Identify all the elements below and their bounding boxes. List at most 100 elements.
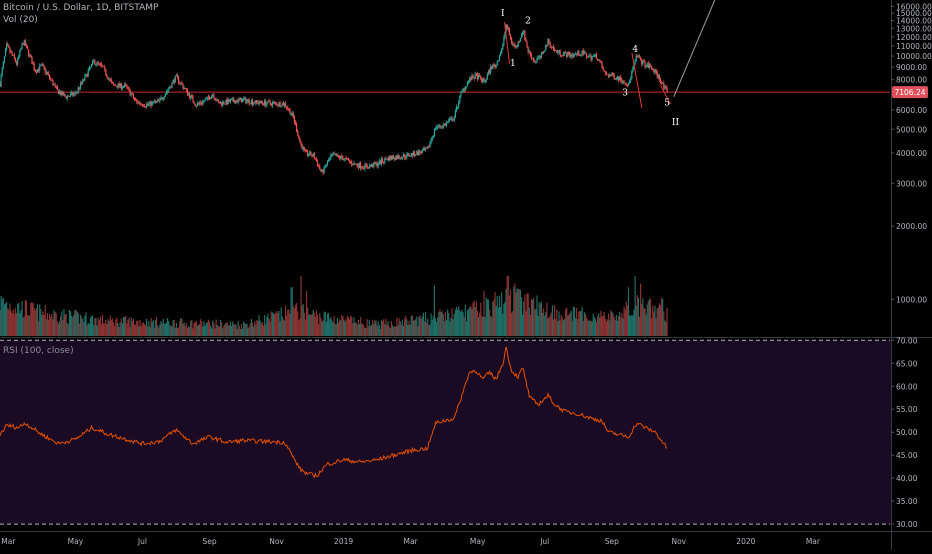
candle-body	[18, 55, 20, 59]
volume-bar	[353, 317, 355, 336]
candle-body	[24, 40, 26, 46]
volume-bar	[631, 314, 633, 336]
volume-bar	[300, 276, 302, 336]
wave-line[interactable]	[631, 52, 643, 109]
volume-bar	[573, 306, 576, 336]
candle-body	[96, 61, 98, 65]
volume-bar	[130, 317, 132, 336]
volume-bar	[216, 324, 218, 336]
volume-bar	[175, 322, 178, 336]
candle-body	[225, 99, 227, 104]
candle-body	[494, 65, 496, 67]
candle-body	[166, 90, 169, 92]
volume-bar	[523, 301, 525, 336]
volume-bar	[259, 320, 261, 336]
volume-bar	[601, 316, 603, 336]
volume-bar	[655, 318, 657, 336]
symbol-title[interactable]: Bitcoin / U.S. Dollar, 1D, BITSTAMP	[3, 3, 159, 13]
volume-bar	[588, 321, 590, 336]
candle-body	[115, 85, 117, 87]
volume-bar	[548, 317, 550, 336]
candle-body	[324, 166, 326, 167]
elliott-wave-drawings[interactable]: I 2 1 4 3 5II	[501, 0, 717, 128]
candle-body	[150, 101, 152, 106]
volume-legend[interactable]: Vol (20)	[3, 15, 38, 25]
candle-body	[172, 80, 174, 83]
candle-body	[200, 102, 202, 104]
volume-bar	[283, 320, 286, 336]
candle-body	[120, 83, 122, 89]
wave-label[interactable]: I	[501, 9, 505, 19]
candle-body	[194, 103, 196, 106]
volume-bar	[333, 316, 335, 336]
volume-bar	[660, 298, 663, 336]
candle-body	[313, 153, 315, 159]
volume-bar	[236, 328, 238, 336]
volume-bar	[287, 310, 289, 336]
candle-body	[550, 46, 552, 48]
candle-body	[544, 50, 546, 53]
wave-label[interactable]: 1	[510, 59, 516, 69]
wave-label[interactable]: 4	[632, 45, 638, 55]
volume-bar	[517, 289, 519, 336]
candle-body	[322, 170, 324, 173]
candle-body	[71, 92, 73, 94]
volume-bar	[229, 321, 232, 336]
candle-body	[251, 100, 254, 105]
wave-label[interactable]: 3	[622, 88, 628, 98]
volume-bar	[482, 316, 484, 336]
volume-bar	[206, 322, 208, 336]
candle-body	[90, 64, 93, 67]
volume-bar	[280, 307, 282, 336]
volume-bar	[86, 325, 88, 336]
volume-bar	[572, 306, 574, 336]
candle-body	[393, 156, 395, 159]
candle-body	[372, 164, 374, 168]
wave-label[interactable]: 5	[664, 99, 670, 109]
candle-body	[139, 102, 141, 104]
candle-body	[140, 103, 142, 105]
time-axis[interactable]: Mar May Jul Sep Nov 2019 Mar May Jul Sep Nov 2020 Ma…	[1, 537, 821, 546]
price-tick-label: 10000.00	[896, 52, 932, 61]
candle-body	[239, 98, 241, 100]
candle-body	[93, 60, 95, 62]
candle-body	[431, 136, 433, 140]
volume-bar	[294, 304, 297, 336]
candle-body	[268, 100, 270, 102]
volume-bar	[191, 319, 193, 336]
volume-bar	[519, 289, 522, 336]
wave-line[interactable]	[659, 84, 671, 105]
volume-bar	[173, 319, 175, 336]
wave-label[interactable]: 2	[525, 17, 531, 27]
volume-bar	[630, 316, 632, 336]
candle-body	[87, 70, 89, 77]
candle-body	[1, 68, 3, 76]
volume-bar	[373, 323, 375, 336]
candle-body	[22, 44, 24, 45]
candle-body	[273, 102, 276, 103]
candle-body	[539, 55, 541, 58]
candle-body	[604, 71, 606, 74]
candle-body	[434, 129, 437, 130]
projection-line[interactable]	[673, 0, 718, 97]
candle-body	[397, 155, 399, 159]
candle-body	[41, 64, 43, 66]
volume-bar	[144, 325, 147, 336]
candle-body	[164, 93, 166, 97]
rsi-axis[interactable]: 30.00 35.00 40.00 45.00 50.00 55.00 60.00 65.00…	[0, 336, 918, 529]
candle-body	[19, 50, 21, 56]
candle-body	[304, 149, 307, 151]
candle-body	[52, 80, 54, 86]
volume-bar	[377, 321, 379, 336]
rsi-legend[interactable]: RSI (100, close)	[3, 346, 74, 356]
volume-bar	[133, 324, 136, 336]
volume-bar	[480, 302, 482, 336]
candles[interactable]	[0, 23, 668, 175]
candle-body	[312, 153, 314, 156]
wave-line[interactable]	[504, 21, 511, 64]
volume-bar	[501, 292, 503, 336]
wave-label[interactable]: II	[672, 118, 680, 128]
volume-bar	[282, 319, 284, 336]
candle-body	[34, 69, 36, 72]
